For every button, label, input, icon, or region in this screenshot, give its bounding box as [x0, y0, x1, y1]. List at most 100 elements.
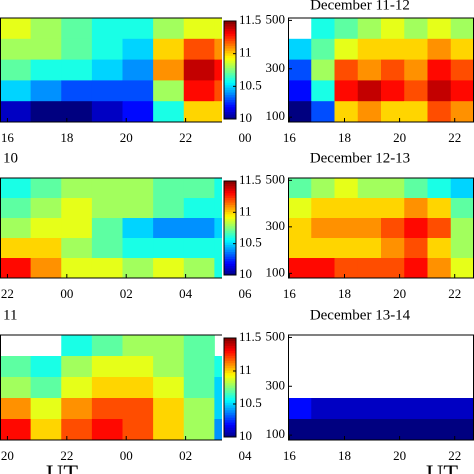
heatmap-cell	[61, 198, 93, 219]
colorbar-swatch	[224, 419, 236, 423]
x-tick-label: 02	[120, 286, 133, 301]
colorbar-swatch	[224, 28, 236, 32]
heatmap-cell	[61, 377, 93, 399]
colorbar-swatch	[224, 414, 236, 418]
heatmap-cell	[427, 178, 452, 199]
heatmap-cell	[91, 101, 123, 123]
heatmap-cell	[381, 258, 405, 279]
heatmap-cell	[357, 80, 382, 102]
colorbar-swatch	[224, 338, 236, 341]
x-tick-label: 04	[239, 448, 253, 463]
colorbar-swatch	[224, 235, 236, 238]
heatmap-cell	[404, 18, 428, 40]
heatmap-cell	[61, 238, 93, 259]
colorbar-swatch	[224, 244, 236, 248]
colorbar-swatch	[224, 99, 236, 103]
heatmap-cell	[0, 198, 32, 219]
heatmap-cell	[450, 398, 474, 420]
heatmap-cell	[381, 59, 405, 81]
colorbar-swatch	[224, 192, 236, 196]
colorbar-swatch	[224, 362, 236, 366]
heatmap-cell	[334, 178, 359, 199]
heatmap-cell	[30, 198, 62, 219]
heatmap-cell	[153, 80, 185, 102]
heatmap-cell	[122, 218, 154, 239]
heatmap-cell	[288, 419, 312, 441]
heatmap-cell	[381, 101, 405, 123]
heatmap-cell	[450, 238, 474, 259]
x-axis-label: UT	[46, 462, 78, 474]
heatmap-cell	[288, 198, 312, 219]
heatmap-cell	[30, 59, 62, 81]
colorbar-swatch	[224, 394, 236, 398]
x-tick-label: 22	[448, 286, 461, 301]
heatmap-cell	[381, 80, 405, 102]
colorbar-swatch	[224, 94, 236, 98]
panel-title: December 11-12	[310, 0, 410, 13]
colorbar-swatch	[224, 230, 236, 234]
colorbar-swatch	[224, 385, 236, 388]
colorbar-swatch	[224, 82, 236, 86]
heatmap-cell	[0, 178, 32, 199]
heatmap-cell	[427, 101, 452, 123]
heatmap-cell	[183, 18, 215, 40]
heatmap-cell	[61, 80, 93, 102]
heatmap-cell	[450, 419, 474, 441]
heatmap-cell	[153, 258, 185, 279]
heatmap-cell	[288, 80, 312, 102]
heatmap-cell	[122, 356, 154, 378]
colorbar-swatch	[224, 92, 236, 95]
heatmap-cell	[427, 398, 452, 420]
heatmap-cell	[311, 178, 335, 199]
heatmap-cell	[0, 80, 32, 102]
heatmap-cell	[183, 356, 215, 378]
colorbar-swatch	[224, 404, 236, 408]
heatmap-cell	[450, 18, 474, 40]
colorbar-swatch	[224, 185, 236, 189]
heatmap-cell	[334, 258, 359, 279]
colorbar-swatch	[224, 355, 236, 359]
x-tick-label: 20	[1, 448, 14, 463]
colorbar-swatch	[224, 434, 236, 438]
x-tick-label: 20	[393, 286, 406, 301]
y-tick-label: 500	[266, 328, 286, 343]
y-tick-label: 100	[266, 426, 286, 441]
colorbar-label: 10	[239, 110, 252, 125]
colorbar-swatch	[224, 220, 236, 224]
heatmap-cell	[61, 356, 93, 378]
colorbar-swatch	[224, 422, 236, 426]
heatmap-cell	[0, 218, 32, 239]
colorbar-swatch	[224, 50, 236, 54]
heatmap-cell	[122, 80, 154, 102]
colorbar-swatch	[224, 392, 236, 396]
heatmap-cell	[357, 398, 382, 420]
colorbar-swatch	[224, 204, 236, 208]
colorbar-swatch	[224, 352, 236, 356]
heatmap-cell	[153, 59, 185, 81]
colorbar-swatch	[224, 96, 236, 100]
heatmap-cell	[122, 198, 154, 219]
colorbar-label: 10.5	[239, 235, 262, 250]
panel-title: 10	[3, 150, 18, 166]
colorbar-swatch	[224, 206, 236, 210]
heatmap-cell	[427, 18, 452, 40]
colorbar-swatch	[224, 387, 236, 391]
y-tick-label: 100	[266, 264, 286, 279]
heatmap-cell	[381, 198, 405, 219]
colorbar-swatch	[224, 87, 236, 91]
heatmap-cell	[91, 218, 123, 239]
heatmap-cell	[288, 398, 312, 420]
heatmap-cell	[427, 80, 452, 102]
x-tick-label: 16	[283, 130, 297, 145]
heatmap-cell	[427, 238, 452, 259]
heatmap-cell	[153, 178, 185, 199]
heatmap-cell	[0, 377, 32, 399]
heatmap-cell	[30, 178, 62, 199]
colorbar-swatch	[224, 350, 236, 354]
heatmap-cell	[183, 377, 215, 399]
heatmap-cell	[427, 258, 452, 279]
colorbar-swatch	[224, 23, 236, 27]
heatmap-cell	[30, 258, 62, 279]
colorbar-swatch	[224, 246, 236, 250]
heatmap-cell	[30, 238, 62, 259]
